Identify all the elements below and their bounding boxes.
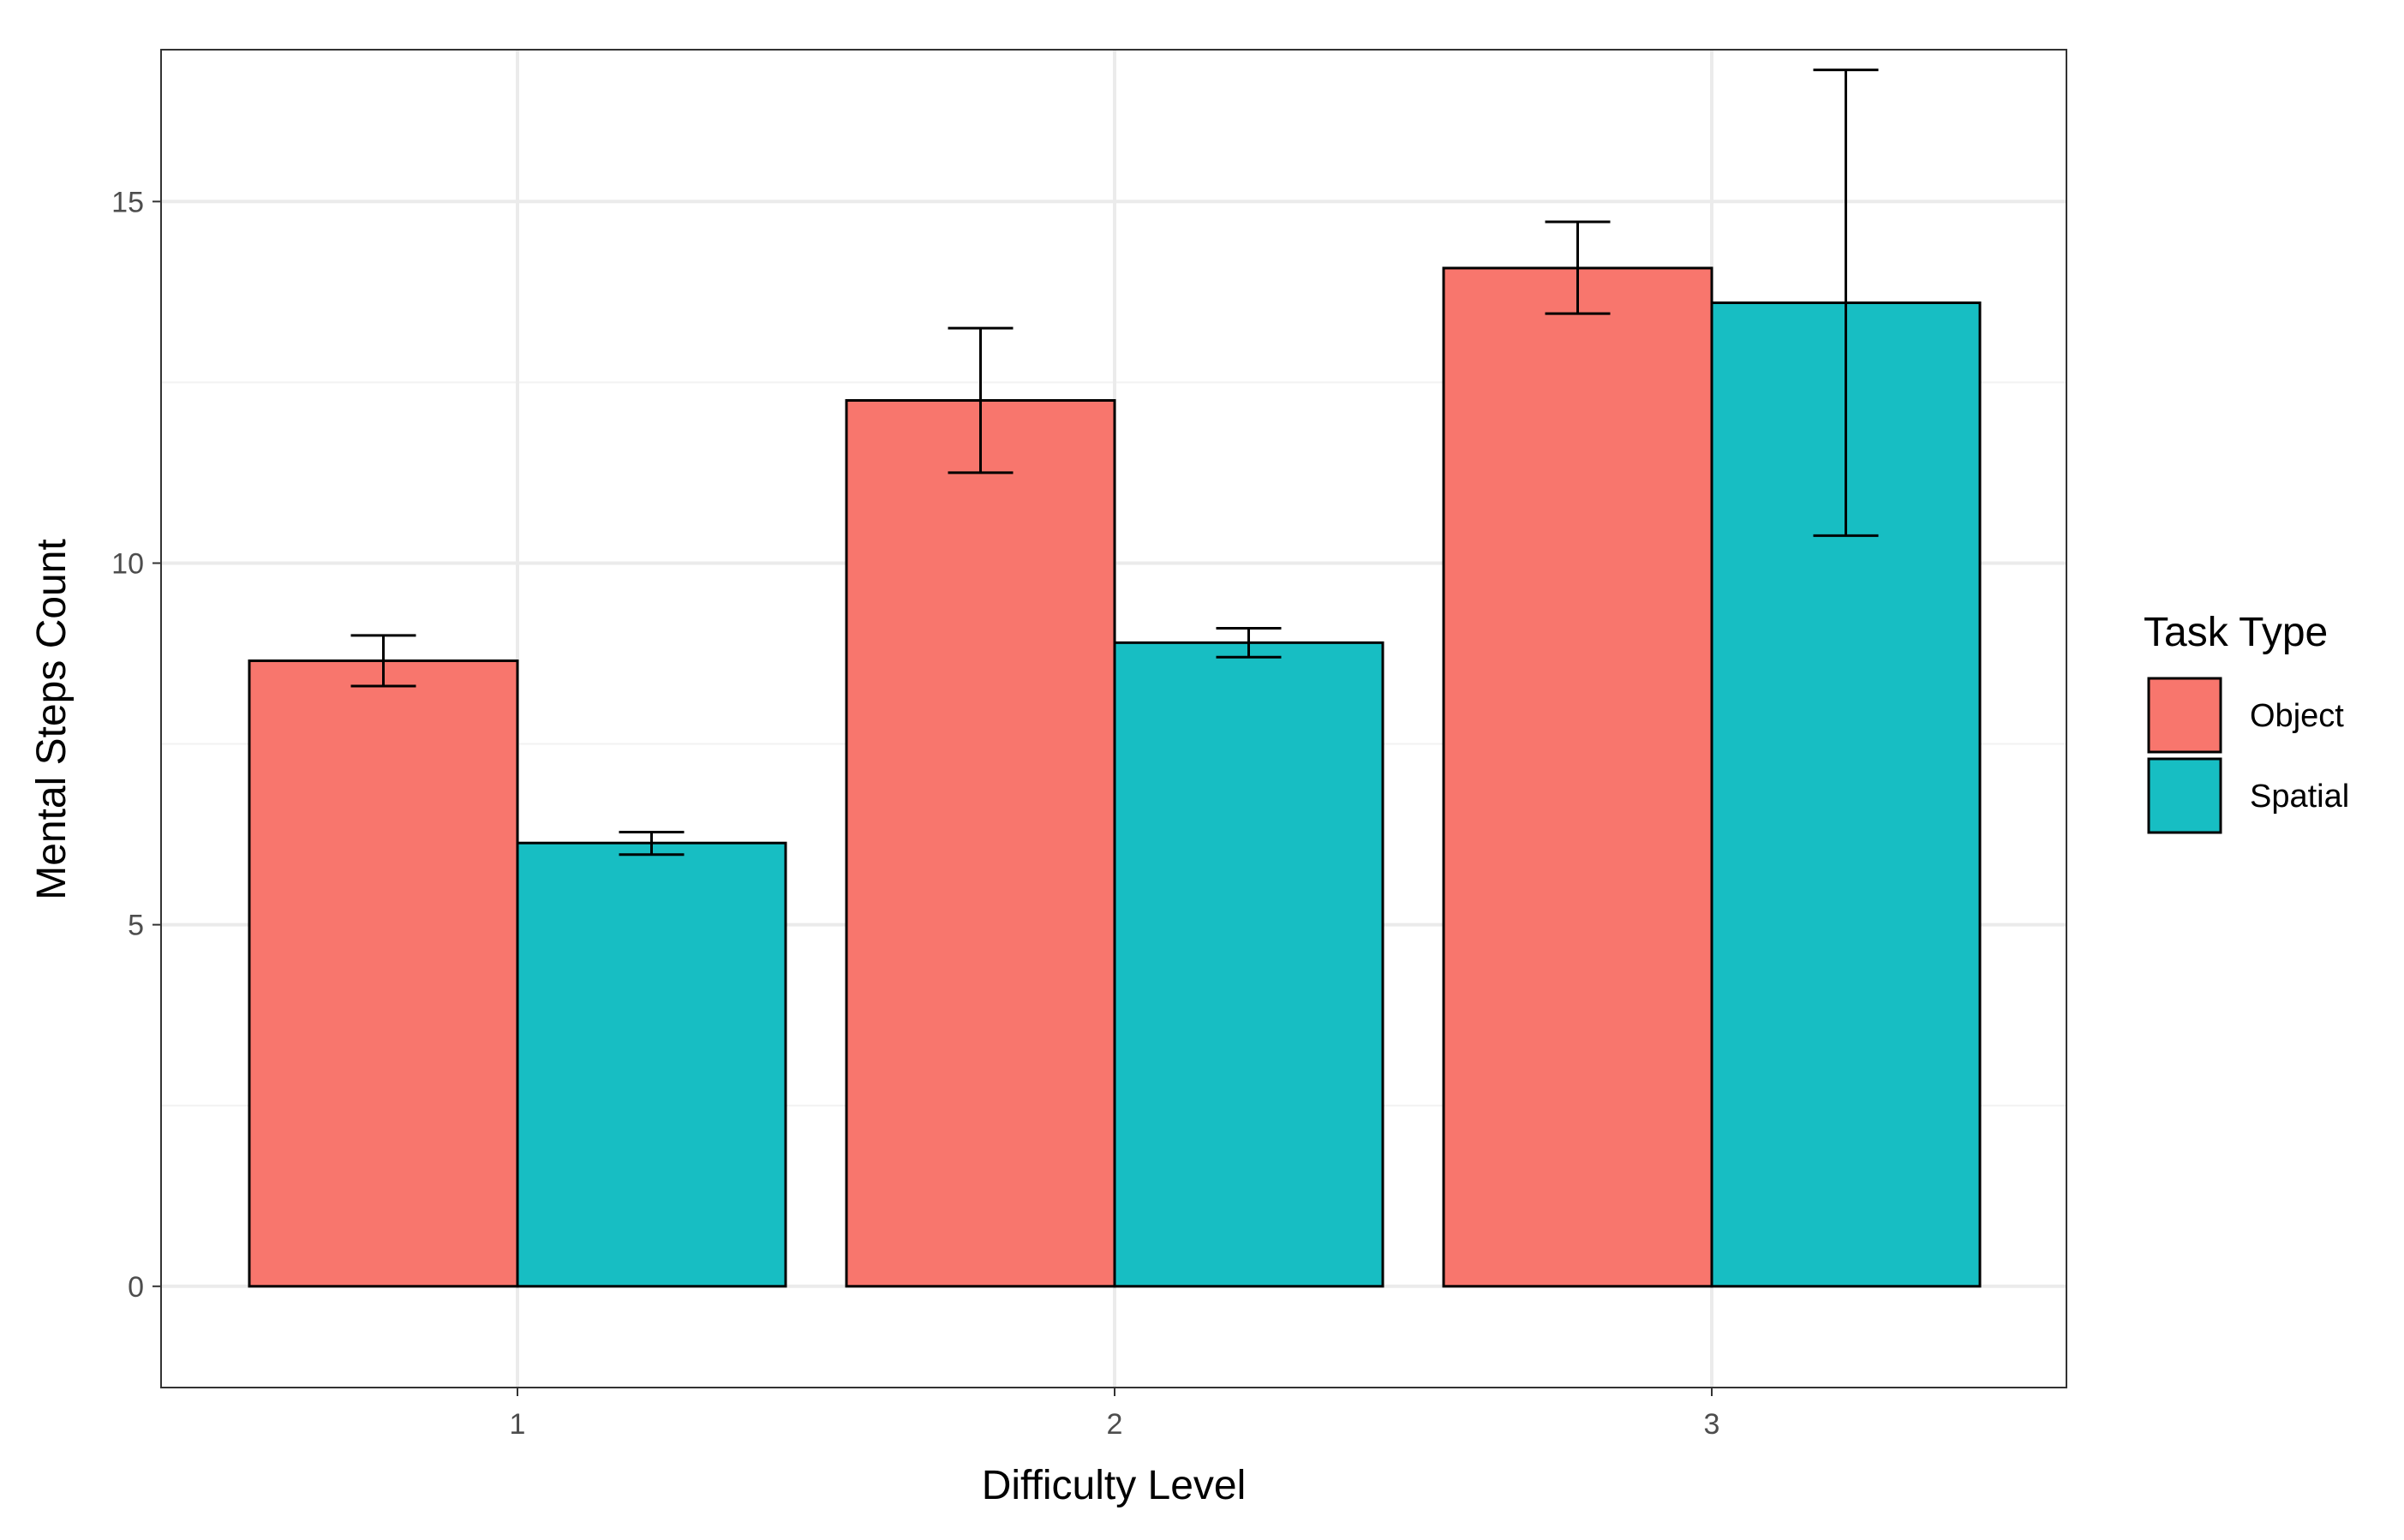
legend: Task Type Object Spatial (2144, 610, 2349, 834)
x-tick-label: 3 (1704, 1408, 1720, 1441)
x-tick-label: 1 (510, 1408, 526, 1441)
y-tick-label: 15 (111, 186, 144, 218)
error-bars-group (350, 69, 1879, 857)
x-axis-title: Difficulty Level (982, 1463, 1247, 1508)
bar-object-3 (1442, 266, 1713, 1288)
legend-label-object: Object (2250, 698, 2344, 734)
legend-key-spatial (2147, 757, 2222, 834)
legend-label-spatial: Spatial (2250, 779, 2349, 815)
bar-object-2 (845, 398, 1116, 1288)
bars-group (248, 266, 1982, 1288)
bar-spatial-3 (1710, 301, 1982, 1288)
legend-title: Task Type (2144, 610, 2328, 655)
x-axis: 1 2 3 (510, 1388, 1720, 1441)
y-axis-title: Mental Steps Count (29, 539, 75, 900)
y-axis: 0 5 10 15 (111, 186, 161, 1304)
bar-spatial-1 (516, 841, 787, 1288)
y-tick-label: 5 (128, 910, 144, 942)
y-tick-label: 0 (128, 1271, 144, 1304)
x-tick-label: 2 (1107, 1408, 1123, 1441)
y-tick-label: 10 (111, 547, 144, 580)
bar-object-1 (248, 659, 519, 1288)
bar-spatial-2 (1113, 641, 1384, 1288)
legend-key-object (2147, 677, 2222, 754)
